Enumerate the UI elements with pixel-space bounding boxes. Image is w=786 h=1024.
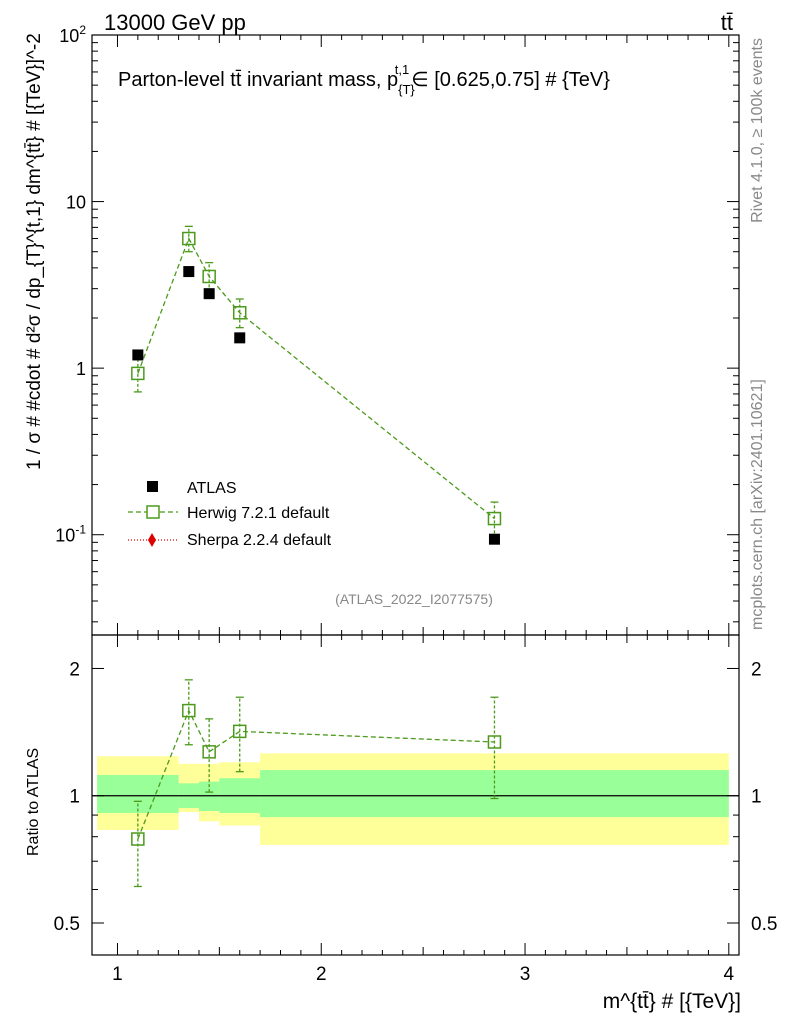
rivet-label: Rivet 4.1.0, ≥ 100k events — [749, 38, 766, 223]
herwig-point — [202, 269, 216, 284]
ratio-y-tick-label-right: 2 — [751, 659, 762, 680]
legend-label-herwig: Herwig 7.2.1 default — [187, 505, 330, 522]
ratio-y-tick-label: 0.5 — [54, 914, 80, 935]
title-part-1: Parton-level t — [118, 69, 236, 91]
ratio-y-tick-label-right: 1 — [751, 787, 762, 808]
process-label: tt̄ — [721, 10, 733, 35]
ratio-herwig-point — [232, 724, 247, 739]
ratio-frame — [91, 634, 740, 956]
herwig-point — [131, 366, 145, 381]
ratio-y-tick-label-right: 0.5 — [751, 914, 777, 935]
ratio-herwig-point — [182, 703, 196, 718]
ratio-herwig-point — [487, 735, 502, 749]
herwig-point — [232, 306, 247, 320]
energy-label: 13000 GeV pp — [104, 10, 246, 35]
ratio-y-axis: 0.5 0.5 1 1 2 2 — [54, 659, 778, 935]
title-part-6: ∈ [0.625,0.75] # {TeV} — [411, 69, 610, 91]
title-part-5: t,1 — [395, 62, 409, 77]
ratio-stat-band — [97, 774, 179, 814]
main-y-tick-label: 10 — [66, 193, 86, 213]
main-y-tick-label: 10-1 — [55, 523, 86, 546]
ratio-y-tick-label: 2 — [69, 659, 80, 680]
atlas-point — [132, 349, 144, 361]
x-tick-label: 2 — [316, 964, 327, 985]
mcplots-label: mcplots.cern.ch [arXiv:2401.10621] — [749, 379, 766, 630]
ratio-herwig-point — [202, 745, 216, 759]
atlas-point — [183, 266, 195, 278]
legend-marker-herwig — [146, 505, 160, 519]
ratio-herwig-point — [131, 832, 145, 846]
main-y-tick-label: 102 — [59, 23, 86, 46]
title-part-4: {T} — [398, 82, 415, 97]
herwig-point — [487, 511, 502, 526]
x-tick-label: 4 — [724, 964, 735, 985]
main-y-axis: 10-1 1 10 102 — [55, 23, 739, 623]
x-tick-label: 1 — [112, 964, 123, 985]
ratio-plot-area — [92, 679, 739, 888]
title-part-3: invariant mass, p — [241, 69, 398, 91]
ratio-y-label: Ratio to ATLAS — [25, 748, 42, 856]
main-panel: 10-1 1 10 102 Parton-level tt̄ invariant ma… — [24, 23, 740, 636]
legend: ATLAS Herwig 7.2.1 default Sherpa 2.2.4 … — [128, 480, 332, 549]
main-y-label: 1 / σ # #cdot # d²σ / dp_{T}^{t,1} dm^{t… — [24, 33, 45, 470]
ratio-panel: 0.5 0.5 1 1 2 2 1 2 3 4 Ratio to ATLAS m^{tt̄} #… — [25, 35, 777, 1013]
legend-marker-atlas — [147, 481, 158, 492]
legend-marker-sherpa — [148, 533, 156, 547]
atlas-point — [488, 533, 500, 545]
atlas-point — [203, 288, 215, 300]
herwig-line — [137, 236, 495, 520]
chart-title: Parton-level tt̄ invariant mass, p{T} t,1… — [118, 62, 610, 97]
legend-label-sherpa: Sherpa 2.2.4 default — [187, 532, 332, 549]
main-plot-area — [131, 225, 502, 545]
herwig-point — [182, 231, 196, 246]
x-axis: 1 2 3 4 — [112, 35, 735, 985]
title-part-2: t̄ — [235, 69, 241, 91]
legend-label-atlas: ATLAS — [187, 480, 237, 497]
ratio-y-tick-label: 1 — [69, 787, 80, 808]
x-tick-label: 3 — [520, 964, 531, 985]
analysis-label: (ATLAS_2022_I2077575) — [335, 591, 493, 607]
x-axis-label: m^{tt̄} # [{TeV}] — [603, 990, 741, 1013]
atlas-point — [234, 332, 246, 344]
main-y-tick-label: 1 — [76, 359, 86, 379]
